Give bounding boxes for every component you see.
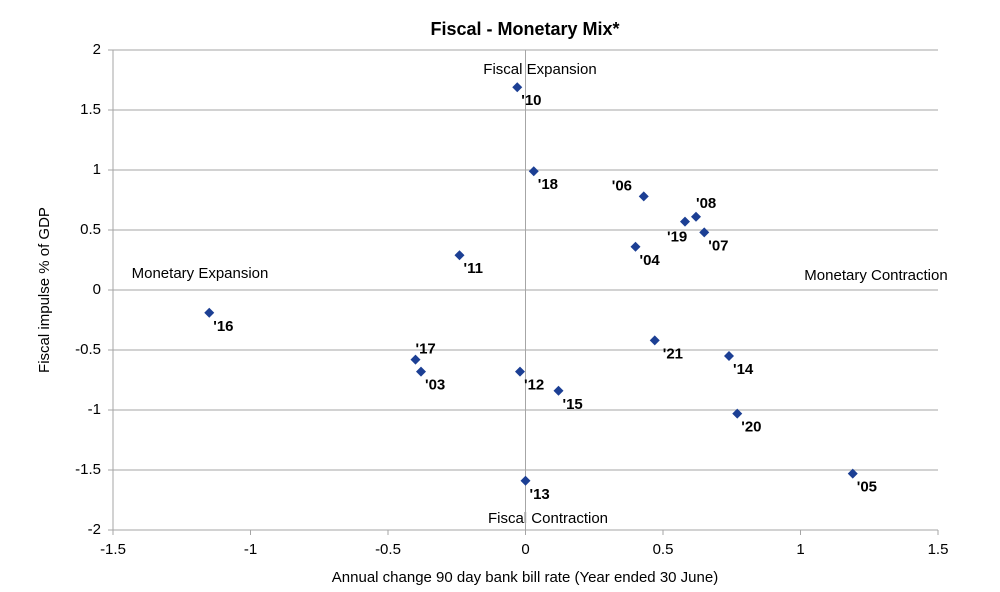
x-tick-label: 1 [796,541,804,558]
point [528,166,539,177]
point [454,250,465,261]
point [630,241,641,252]
point-label: '03 [425,377,445,394]
point-label: '08 [696,195,716,212]
point [847,468,858,479]
y-tick-label: -1.5 [75,461,101,478]
point [691,211,701,222]
y-tick-label: 1.5 [80,101,101,118]
point-label: '12 [524,377,544,394]
x-tick-label: 0 [521,541,529,558]
point [553,385,564,396]
point-label: '05 [857,479,877,496]
point-label: '06 [612,177,632,194]
x-tick-label: 0.5 [653,541,674,558]
x-tick-label: -1 [244,541,257,558]
point-label: '20 [741,419,761,436]
point [204,307,215,318]
y-tick-label: -1 [88,401,101,418]
point-label: '18 [538,176,558,193]
chart-title: Fiscal - Monetary Mix* [430,19,619,39]
annotation: Fiscal Contraction [488,510,608,527]
y-tick-label: -0.5 [75,341,101,358]
point-label: '07 [708,237,728,254]
point-label: '04 [640,252,661,269]
y-tick-label: 1 [93,161,101,178]
point-label: '10 [521,92,541,109]
x-axis-label: Annual change 90 day bank bill rate (Yea… [332,569,718,586]
point [512,82,523,93]
point-label: '11 [464,260,483,277]
y-tick-label: 0.5 [80,221,101,238]
point [638,191,649,202]
point [724,351,734,361]
x-tick-label: 1.5 [928,541,949,558]
y-axis-label: Fiscal impulse % of GDP [36,207,53,373]
point-label: '17 [416,341,436,358]
annotation: Monetary Expansion [132,265,269,282]
y-tick-label: 2 [93,41,101,58]
point-label: '19 [667,229,687,246]
point [520,475,531,486]
annotation: Monetary Contraction [804,267,947,284]
point [410,354,421,365]
point-label: '13 [530,486,550,503]
point-label: '21 [663,345,683,362]
point [515,366,525,377]
point-label: '14 [733,361,754,378]
point [680,216,690,227]
point [699,227,710,238]
point [649,335,660,346]
y-tick-label: -2 [88,521,101,538]
point [732,408,743,419]
point [416,366,426,377]
x-tick-label: -0.5 [375,541,401,558]
point-label: '16 [213,318,233,335]
annotation: Fiscal Expansion [483,61,596,78]
point-label: '15 [563,396,583,413]
x-tick-label: -1.5 [100,541,126,558]
y-tick-label: 0 [93,281,101,298]
